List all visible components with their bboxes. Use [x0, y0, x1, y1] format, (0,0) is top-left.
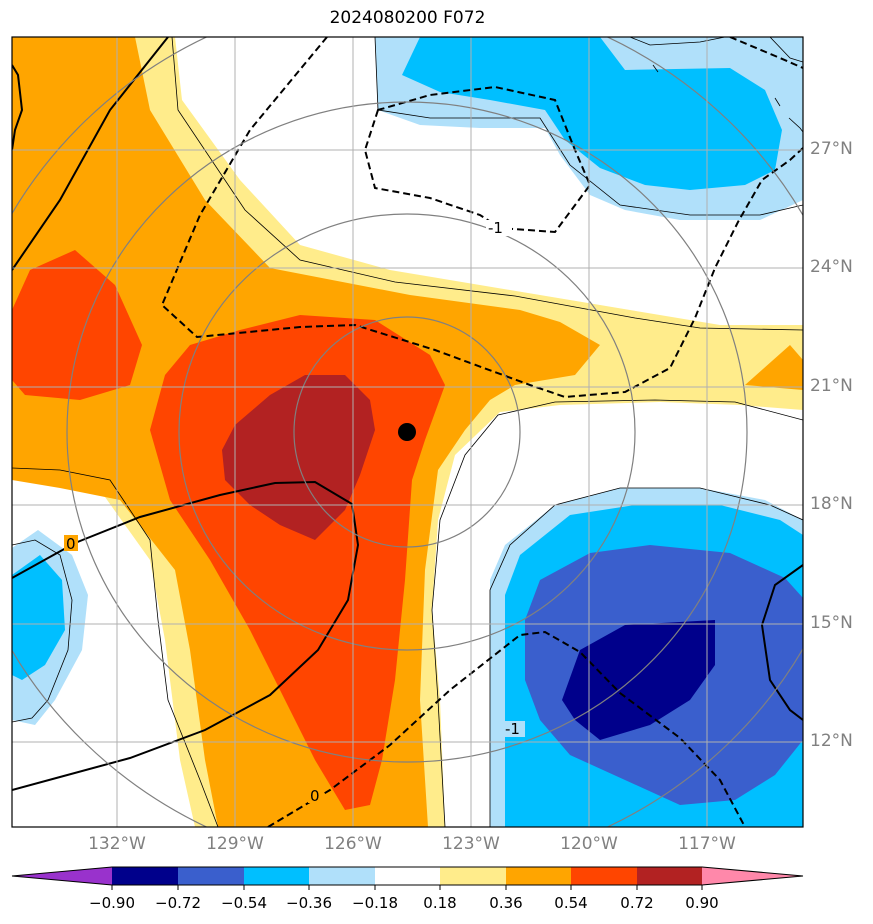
- colorbar-tick-label: 0.72: [620, 894, 654, 912]
- colorbar-segment: [375, 867, 440, 885]
- colorbar-segment: [178, 867, 244, 885]
- fill-neg0.72-southeast: [562, 620, 715, 740]
- colorbar-tick-label: 0.18: [423, 894, 457, 912]
- graticule: [12, 37, 803, 827]
- lon-label: 126°W: [324, 834, 382, 854]
- lat-label: 15°N: [810, 613, 853, 633]
- contour-label-neg1-north: -1: [488, 219, 503, 237]
- contour-label-neg1-south: -1: [505, 720, 520, 738]
- colorbar-segment: [637, 867, 702, 885]
- colorbar-tick-label: 0.90: [685, 894, 719, 912]
- colorbar-tick-label: −0.18: [352, 894, 398, 912]
- contour-label-0-west: 0: [66, 535, 76, 553]
- colorbar-tick-label: 0.36: [489, 894, 523, 912]
- colorbar: [11, 866, 804, 890]
- contour-label-bg: [503, 721, 525, 737]
- colorbar-tick-label: 0.54: [554, 894, 588, 912]
- colorbar-segment: [244, 867, 309, 885]
- colorbar-segment: [571, 867, 637, 885]
- map-frame: [11, 36, 804, 828]
- storm-center-marker: [398, 423, 416, 441]
- map-title: 2024080200 F072: [329, 8, 486, 28]
- fill-0.72: [222, 375, 375, 540]
- lon-label: 123°W: [442, 834, 500, 854]
- lon-label: 117°W: [678, 834, 736, 854]
- lat-label: 24°N: [810, 257, 853, 277]
- lon-label: 132°W: [88, 834, 146, 854]
- colorbar-segment: [309, 867, 375, 885]
- colorbar-segment: [506, 867, 571, 885]
- map-plot-area: 0 0 -1 -1: [12, 37, 803, 827]
- solid-contours: [12, 37, 803, 791]
- fill-0.36-east: [745, 345, 803, 390]
- lat-label: 12°N: [810, 731, 853, 751]
- fill-neg0.36-west: [12, 555, 65, 680]
- contour-label-bg: [486, 220, 512, 236]
- colorbar-tick-label: −0.36: [286, 894, 332, 912]
- lon-label: 120°W: [560, 834, 618, 854]
- lat-label: 18°N: [810, 494, 853, 514]
- colorbar-extend-max: [702, 867, 803, 885]
- colorbar-segment: [112, 867, 178, 885]
- contour-label-0-south: 0: [310, 787, 320, 805]
- lon-label: 129°W: [206, 834, 264, 854]
- colorbar-tick-label: −0.72: [155, 894, 201, 912]
- colorbar-extend-min: [12, 867, 112, 885]
- colorbar-tick-label: −0.90: [89, 894, 135, 912]
- fill-neg0.36-north: [402, 37, 782, 190]
- range-rings: [12, 37, 803, 827]
- lat-label: 27°N: [810, 139, 853, 159]
- colorbar-segment: [440, 867, 506, 885]
- thin-contour-lines: [12, 37, 803, 827]
- fill-0.54-west: [12, 250, 142, 400]
- contour-label-bg: [308, 787, 322, 803]
- colorbar-tick-label: −0.54: [221, 894, 267, 912]
- contour-label-bg: [64, 535, 78, 551]
- lat-label: 21°N: [810, 376, 853, 396]
